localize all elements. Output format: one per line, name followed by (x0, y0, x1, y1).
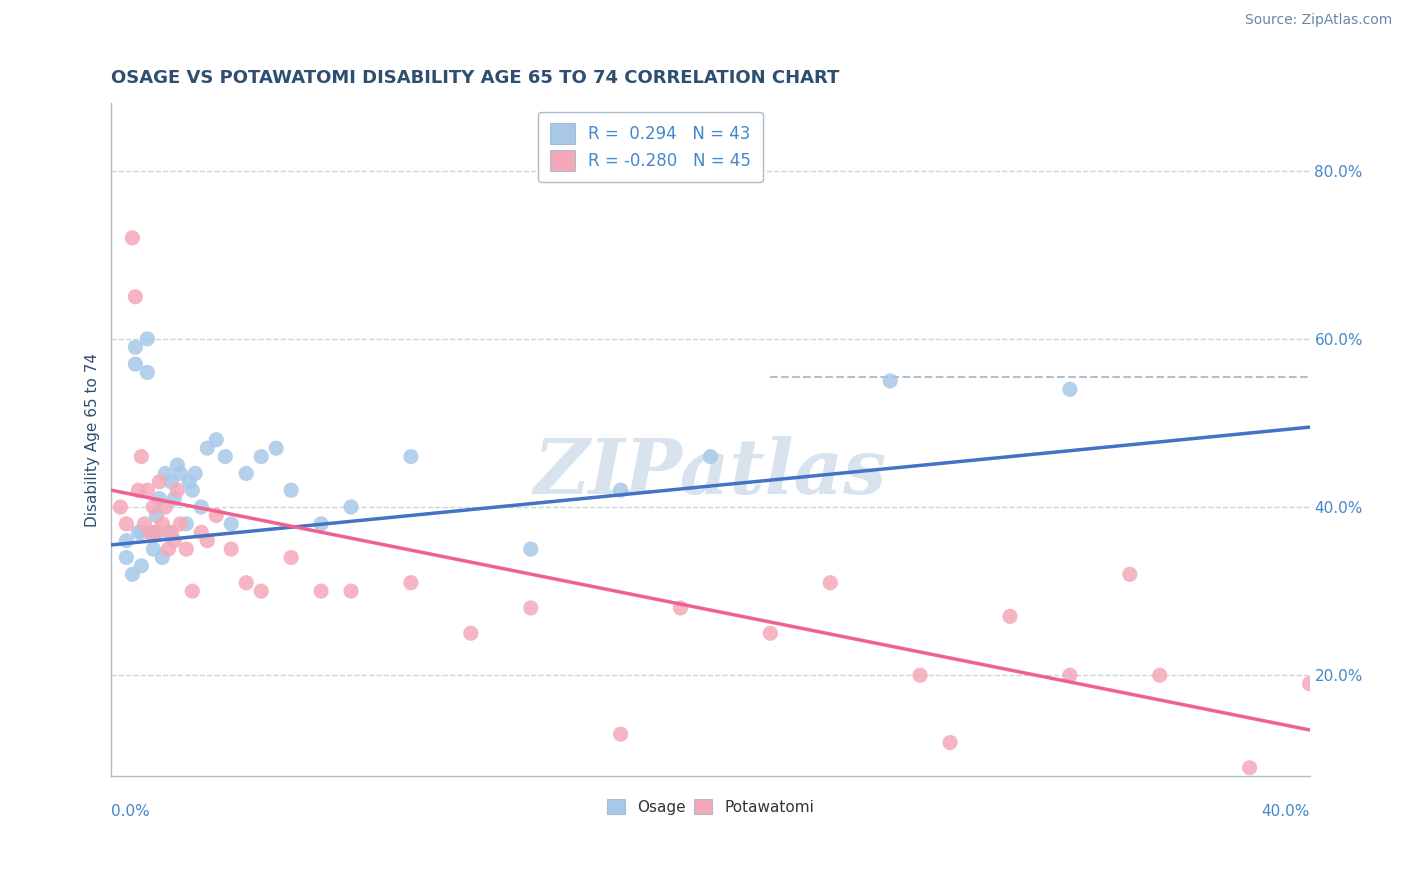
Point (131, 525, 153, 540)
Point (309, 584, 332, 599)
Point (519, 542, 541, 557)
Point (115, 550, 138, 565)
Point (181, 483, 204, 498)
Point (150, 516, 173, 531)
Point (179, 475, 201, 489)
Point (145, 525, 167, 540)
Point (136, 332, 159, 346)
Point (136, 366, 159, 380)
Point (174, 516, 197, 531)
Point (460, 626, 482, 640)
Point (115, 516, 138, 531)
Point (121, 567, 143, 582)
Point (1059, 382, 1081, 396)
Point (157, 542, 180, 557)
Point (139, 525, 162, 540)
Point (399, 450, 422, 464)
Legend: Osage, Potawatomi: Osage, Potawatomi (599, 791, 821, 822)
Point (163, 491, 186, 506)
Point (699, 450, 721, 464)
Point (163, 533, 186, 548)
Point (160, 525, 183, 540)
Point (998, 609, 1021, 624)
Point (139, 525, 162, 540)
Point (166, 483, 188, 498)
Point (131, 558, 153, 573)
Point (250, 450, 273, 464)
Point (148, 475, 170, 489)
Point (181, 584, 204, 599)
Text: OSAGE VS POTAWATOMI DISABILITY AGE 65 TO 74 CORRELATION CHART: OSAGE VS POTAWATOMI DISABILITY AGE 65 TO… (111, 69, 839, 87)
Point (264, 441, 287, 455)
Point (340, 500, 363, 514)
Point (250, 584, 273, 599)
Point (1239, 761, 1261, 775)
Point (160, 475, 183, 489)
Point (908, 668, 931, 682)
Point (148, 491, 170, 506)
Point (340, 584, 363, 599)
Point (759, 626, 782, 640)
Point (820, 575, 842, 590)
Point (136, 483, 159, 498)
Point (235, 575, 257, 590)
Point (131, 450, 153, 464)
Text: Source: ZipAtlas.com: Source: ZipAtlas.com (1244, 13, 1392, 28)
Point (879, 374, 901, 388)
Point (609, 483, 631, 498)
Point (195, 441, 218, 455)
Point (155, 500, 177, 514)
Point (115, 533, 138, 548)
Point (145, 508, 167, 523)
Y-axis label: Disability Age 65 to 74: Disability Age 65 to 74 (86, 352, 100, 527)
Point (142, 500, 165, 514)
Point (145, 525, 167, 540)
Point (169, 467, 191, 481)
Point (1119, 567, 1142, 582)
Text: ZIPatlas: ZIPatlas (534, 436, 887, 510)
Point (205, 433, 228, 447)
Point (166, 458, 188, 472)
Point (190, 525, 212, 540)
Point (174, 542, 197, 557)
Point (280, 483, 302, 498)
Point (184, 467, 207, 481)
Point (127, 525, 149, 540)
Point (110, 500, 132, 514)
Text: 0.0%: 0.0% (111, 804, 150, 819)
Point (124, 340, 146, 354)
Point (157, 525, 180, 540)
Point (134, 516, 156, 531)
Point (1298, 676, 1320, 690)
Point (124, 290, 146, 304)
Point (309, 516, 332, 531)
Point (150, 550, 173, 565)
Point (142, 542, 165, 557)
Point (214, 450, 236, 464)
Point (609, 727, 631, 741)
Point (124, 357, 146, 371)
Point (399, 575, 422, 590)
Point (1149, 668, 1171, 682)
Point (155, 467, 177, 481)
Point (195, 533, 218, 548)
Point (205, 508, 228, 523)
Point (519, 601, 541, 615)
Point (939, 735, 962, 749)
Point (1059, 668, 1081, 682)
Point (235, 467, 257, 481)
Point (219, 542, 242, 557)
Point (190, 500, 212, 514)
Point (127, 483, 149, 498)
Point (219, 516, 242, 531)
Text: 40.0%: 40.0% (1261, 804, 1309, 819)
Point (280, 550, 302, 565)
Point (121, 231, 143, 245)
Point (169, 516, 191, 531)
Point (669, 601, 692, 615)
